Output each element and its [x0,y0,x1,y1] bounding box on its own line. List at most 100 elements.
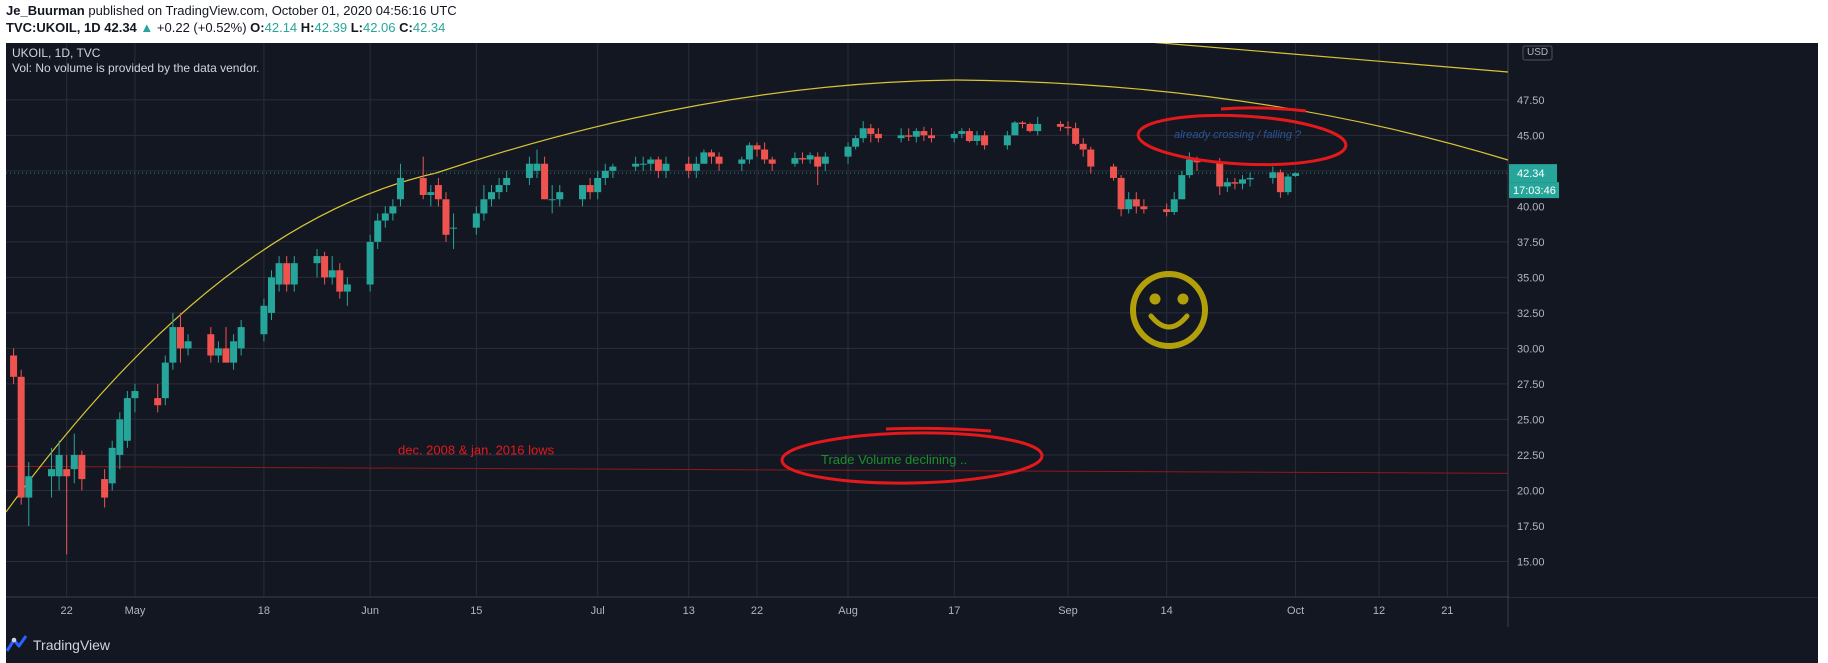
candle-body [381,213,389,221]
candle-body [116,419,124,455]
tradingview-brand[interactable]: TradingView [33,637,111,653]
candle-body [1216,162,1224,187]
price-axis[interactable]: 15.00 17.50 20.00 22.50 25.00 27.50 30.00 32.50… [1509,43,1818,597]
candle [169,312,177,370]
candle [427,185,435,207]
candle [1269,166,1277,184]
candle [1072,122,1080,146]
candle [533,149,541,178]
candle-body [108,447,116,484]
smiley-mouth-icon [1148,313,1190,330]
candle-body [450,227,458,229]
candle-body [336,270,344,292]
candle-body [609,166,617,171]
candle [1292,172,1300,178]
countdown-label: 17:03:46 [1513,185,1556,197]
candle [1011,121,1019,136]
candle [715,152,723,171]
chart-panel[interactable]: dec. 2008 & jan. 2016 lows already cross… [5,37,1818,627]
candle-body [973,135,981,142]
grid-lines [6,43,1818,627]
candle-body [389,206,397,214]
candle-body [548,199,556,201]
symbol-summary: TVC:UKOIL, 1D 42.34 ▲ +0.22 (+0.52%) O:4… [6,20,445,35]
candle [1238,175,1246,190]
candle [586,177,594,200]
candle-body [260,305,268,335]
candle [154,383,162,413]
candle [844,142,852,164]
support-group: dec. 2008 & jan. 2016 lows [5,442,1509,474]
candle [396,163,404,207]
price-tick-label: 25.00 [1517,414,1545,426]
candle [525,156,533,186]
candle-body [958,131,966,134]
candle-body [525,163,533,178]
candle [472,206,480,235]
candle-body [852,138,860,147]
price-tick-label: 17.50 [1517,521,1545,533]
candle [434,177,442,207]
time-tick-label: 17 [948,605,960,617]
candle-body [427,192,435,195]
candle-body [927,135,935,139]
price-tick-label: 35.00 [1517,272,1545,284]
candlestick-chart[interactable]: dec. 2008 & jan. 2016 lows already cross… [5,37,1818,627]
candle-body [821,156,829,164]
candle [230,334,238,370]
candle-body [768,159,776,164]
time-tick-label: 14 [1161,605,1173,617]
candle-body [1026,123,1034,132]
candles [10,116,1300,555]
candle-body [1132,199,1140,207]
candle-body [761,149,769,160]
candle [973,131,981,146]
candle [1056,121,1064,132]
time-tick-label: Jul [591,605,605,617]
candle-body [844,146,852,157]
candle-body [1170,199,1178,213]
candle [450,213,458,249]
candle [601,163,609,186]
candle [548,185,556,214]
candle-body [1185,159,1193,176]
candle [78,450,86,491]
candle-body [10,355,18,377]
candle [799,152,807,164]
candle-body [434,185,442,200]
time-tick-label: Aug [838,605,858,617]
candle [647,156,655,171]
candle [685,156,693,178]
time-axis[interactable]: 22 May 18 Jun 15 Jul 13 22 Aug 17 Sep 14 Oct 12 21 [61,605,1454,617]
highlight-stroke [1220,106,1307,113]
candle [859,121,867,143]
time-tick-label: 22 [61,605,73,617]
candle-body [328,270,336,278]
price-tick-label: 32.50 [1517,308,1545,320]
currency-label: USD [1527,47,1548,58]
candle-body [101,479,109,498]
candle [1019,121,1027,129]
candle [609,163,617,178]
candle-body [692,163,700,171]
candle [366,234,374,292]
candle [1087,146,1095,174]
candle [442,192,450,242]
candle-body [556,192,564,200]
candle-body [176,327,184,349]
candle-body [70,454,78,470]
candle [1216,158,1224,195]
candle-body [814,156,822,167]
candle-body [541,163,549,200]
candle-body [313,256,321,264]
candle [290,256,298,292]
candle-body [17,376,25,498]
candle [1163,203,1171,217]
candle [10,348,18,384]
price-change: +0.22 (+0.52%) [156,20,247,35]
candle [920,126,928,142]
candle-body [495,185,503,193]
support-label: dec. 2008 & jan. 2016 lows [398,442,555,457]
author-name[interactable]: Je_Buurman [6,3,85,18]
time-tick-label: 18 [258,605,270,617]
